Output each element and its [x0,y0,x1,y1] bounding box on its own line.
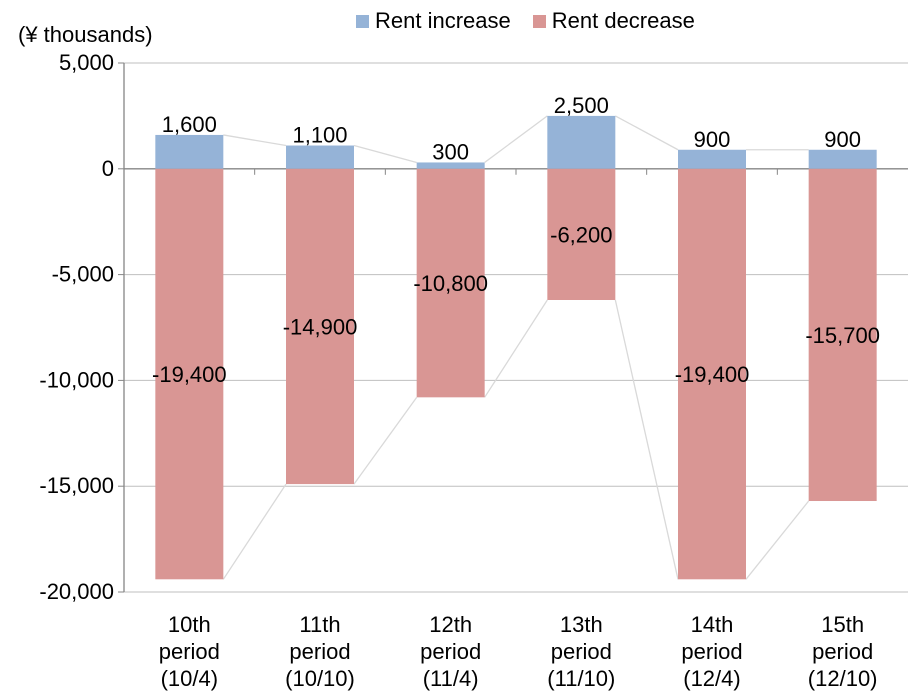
bar-rent-increase [678,149,746,169]
legend-item-rent-decrease: Rent decrease [532,8,695,34]
series-line-decrease [222,483,287,580]
y-tick-label: -20,000 [39,579,114,604]
series-line-decrease [745,500,810,580]
series-line-increase [353,144,417,164]
x-category-label: (11/10) [547,666,615,691]
x-category-label: (12/4) [683,666,740,691]
x-category-label: (10/10) [285,666,355,691]
bar-rent-increase [808,149,877,169]
data-label-decrease: -19,400 [675,362,750,387]
x-category-label: period [681,639,742,664]
series-line-increase [615,115,679,151]
data-label-decrease: -14,900 [283,314,358,339]
bar-rent-decrease [155,168,224,580]
x-category-label: period [420,639,481,664]
bar-rent-increase [155,134,224,169]
legend-label-rent-decrease: Rent decrease [551,8,695,33]
series-line-increase [484,115,548,163]
bar-rent-decrease [678,168,746,580]
bar-rent-increase [416,162,485,169]
data-label-increase: 900 [824,127,861,152]
bar-rent-increase [286,145,354,169]
series-line-decrease [484,299,548,398]
y-tick-label: -5,000 [52,262,114,287]
x-category-label: (10/4) [161,666,218,691]
legend-label-rent-increase: Rent increase [375,8,511,33]
x-category-label: period [551,639,612,664]
x-category-label: 10th [168,612,211,637]
x-category-label: (12/10) [808,666,878,691]
x-category-label: period [812,639,873,664]
bar-rent-decrease [286,168,354,485]
bar-rent-decrease [416,168,485,398]
bar-rent-increase [547,115,616,169]
legend-swatch-rent-decrease [532,14,546,28]
x-category-label: (11/4) [423,666,479,691]
y-unit-label: (¥ thousands) [18,22,153,47]
series-line-decrease [614,299,679,580]
data-label-decrease: -10,800 [413,271,488,296]
x-category-label: 11th [299,612,340,637]
series-line-decrease [353,396,418,485]
data-label-decrease: -15,700 [805,323,880,348]
data-label-decrease: -19,400 [152,362,227,387]
x-category-label: 12th [429,612,472,637]
series-line-increase [223,134,287,147]
y-tick-label: 0 [102,156,114,181]
data-label-decrease: -6,200 [550,222,612,247]
x-category-label: 14th [691,612,734,637]
y-tick-label: -15,000 [39,473,114,498]
x-category-label: period [289,639,350,664]
data-label-increase: 300 [432,139,469,164]
data-label-increase: 1,100 [292,123,347,148]
x-category-label: 15th [821,612,864,637]
bar-rent-decrease [547,168,616,300]
x-category-label: 13th [560,612,603,637]
y-tick-label: 5,000 [59,50,114,75]
data-label-increase: 1,600 [162,112,217,137]
y-tick-label: -10,000 [39,367,114,392]
legend-item-rent-increase: Rent increase [356,8,511,34]
chart-legend: Rent increase Rent decrease [356,8,717,34]
legend-swatch-rent-increase [356,14,369,28]
data-label-increase: 900 [694,127,731,152]
bar-rent-decrease [808,168,877,502]
data-label-increase: 2,500 [554,93,609,118]
x-category-label: period [159,639,220,664]
